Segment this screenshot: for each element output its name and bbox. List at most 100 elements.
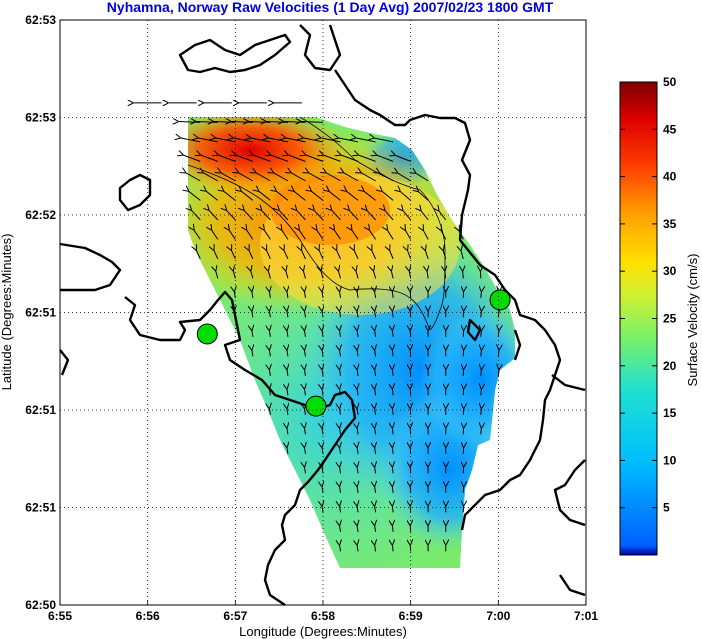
velocity-arrow — [305, 292, 306, 298]
velocity-arrow — [326, 173, 341, 182]
velocity-arrow — [416, 173, 429, 182]
velocity-arrow — [284, 122, 306, 123]
velocity-arrow — [256, 173, 271, 182]
velocity-arrow — [375, 487, 376, 493]
velocity-arrow — [392, 487, 393, 493]
velocity-arrow — [301, 122, 324, 123]
velocity-arrow — [269, 311, 270, 318]
velocity-arrow — [357, 467, 358, 474]
station-marker — [489, 289, 511, 311]
velocity-arrow — [340, 331, 341, 337]
velocity-arrow — [392, 389, 393, 396]
velocity-arrow — [392, 526, 393, 532]
velocity-arrow — [375, 467, 376, 474]
velocity-arrow — [291, 173, 306, 182]
velocity-arrow — [252, 331, 253, 337]
velocity-arrow — [357, 370, 358, 376]
velocity-arrow — [304, 138, 324, 143]
velocity-arrow — [287, 331, 288, 337]
velocity-arrow — [481, 409, 482, 415]
velocity-arrow — [297, 211, 306, 221]
colorbar-tick-label: 25 — [663, 312, 677, 326]
velocity-arrow — [392, 331, 393, 337]
velocity-arrow — [305, 370, 306, 376]
y-tick-label: 62:53 — [25, 13, 56, 27]
velocity-arrow — [287, 370, 288, 376]
velocity-arrow — [322, 487, 323, 493]
velocity-arrow — [269, 292, 270, 298]
velocity-arrow — [354, 251, 359, 260]
velocity-arrow — [459, 231, 464, 240]
velocity-arrow — [259, 191, 271, 201]
velocity-arrows — [134, 103, 499, 552]
velocity-arrow — [481, 350, 482, 357]
velocity-arrow — [340, 545, 341, 552]
velocity-arrow — [299, 230, 306, 240]
velocity-arrow — [287, 428, 288, 435]
velocity-arrow — [375, 545, 376, 552]
velocity-arrow — [352, 230, 359, 240]
velocity-arrow — [357, 428, 358, 435]
velocity-arrow — [375, 526, 376, 532]
velocity-arrow — [341, 155, 359, 162]
colorbar-tick-label: 35 — [663, 217, 677, 231]
velocity-arrow — [357, 409, 358, 415]
velocity-arrow — [242, 191, 254, 201]
velocity-arrow — [392, 370, 393, 376]
colorbar-tick-label: 45 — [663, 122, 677, 136]
velocity-arrow — [287, 389, 288, 396]
velocity-arrow — [214, 251, 219, 260]
velocity-arrow — [309, 173, 324, 182]
velocity-arrow — [340, 428, 341, 435]
colorbar — [619, 81, 658, 556]
velocity-arrow — [372, 251, 377, 260]
velocity-arrow — [305, 467, 306, 474]
velocity-arrow — [357, 448, 358, 454]
x-tick-label: 7:00 — [486, 609, 510, 623]
velocity-arrow — [229, 230, 236, 240]
velocity-arrow — [375, 448, 376, 454]
velocity-arrow — [286, 138, 306, 143]
velocity-arrow — [287, 311, 288, 318]
velocity-arrow — [344, 173, 359, 182]
velocity-arrow — [405, 231, 412, 240]
velocity-arrow — [375, 506, 376, 513]
velocity-arrow — [198, 138, 218, 143]
velocity-arrow — [305, 448, 306, 454]
velocity-arrow — [319, 251, 324, 260]
velocity-arrow — [364, 191, 376, 201]
velocity-arrow — [357, 545, 358, 552]
velocity-arrow — [287, 409, 288, 415]
velocity-arrow — [287, 292, 288, 298]
velocity-arrow — [421, 211, 429, 221]
velocity-arrow — [269, 331, 270, 337]
velocity-arrow — [481, 428, 482, 435]
velocity-arrow — [357, 331, 358, 337]
velocity-arrow — [498, 350, 499, 357]
x-axis-label: Longitude (Degrees:Minutes) — [239, 624, 407, 639]
velocity-arrow — [287, 448, 288, 454]
velocity-arrow — [267, 251, 271, 260]
velocity-arrow — [392, 467, 393, 474]
velocity-arrow — [324, 155, 341, 162]
velocity-arrow — [398, 173, 411, 182]
velocity-arrow — [196, 122, 218, 123]
velocity-arrow — [231, 122, 253, 123]
station-marker — [196, 323, 218, 345]
velocity-arrow — [441, 231, 447, 240]
velocity-arrow — [375, 409, 376, 415]
velocity-arrow — [305, 428, 306, 435]
velocity-arrow — [251, 138, 271, 143]
velocity-arrow — [445, 271, 446, 279]
velocity-arrow — [305, 389, 306, 396]
velocity-arrow — [443, 251, 447, 260]
velocity-arrow — [218, 155, 236, 162]
velocity-arrow — [375, 350, 376, 357]
velocity-arrow — [274, 173, 289, 182]
velocity-arrow — [375, 389, 376, 396]
velocity-arrow — [374, 271, 377, 279]
velocity-arrow — [425, 251, 429, 260]
velocity-arrow — [340, 467, 341, 474]
velocity-arrow — [284, 251, 289, 260]
velocity-arrow — [264, 230, 271, 240]
